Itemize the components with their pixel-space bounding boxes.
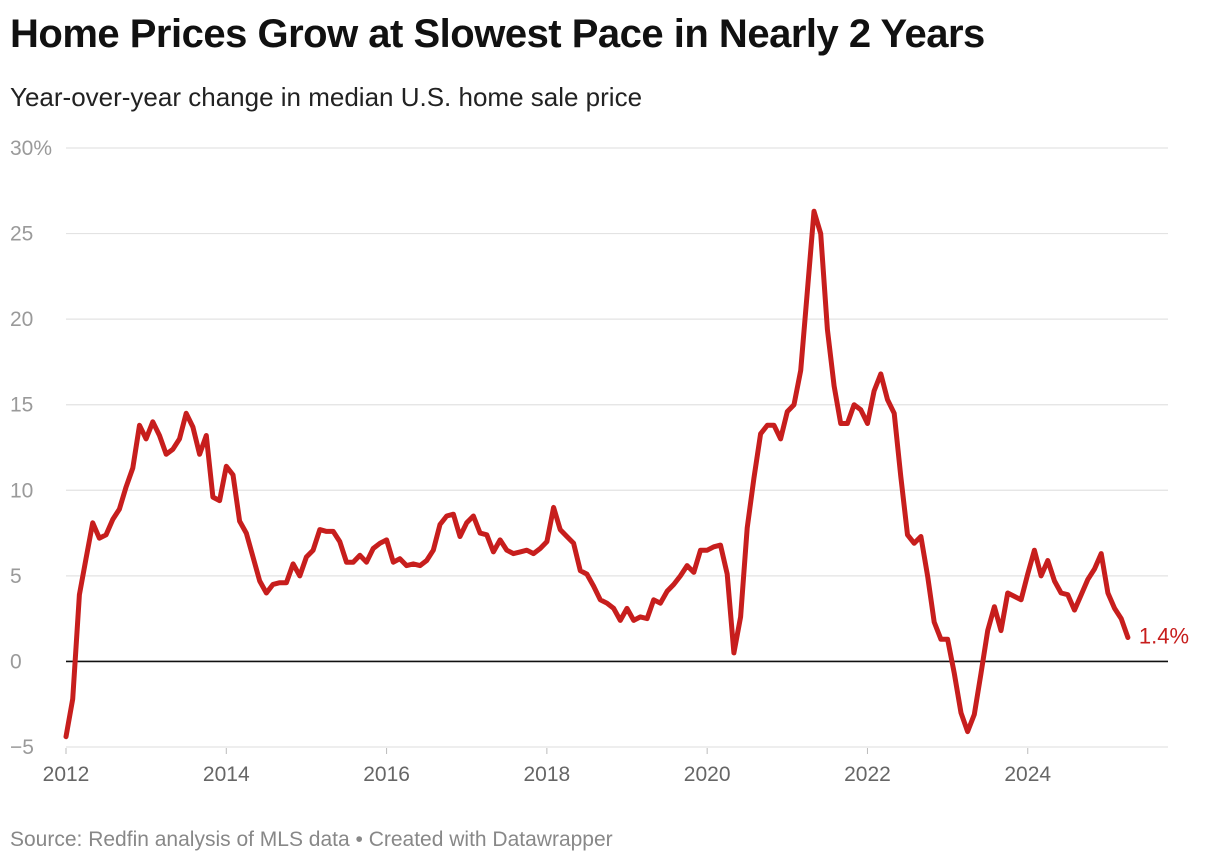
x-tick-label: 2024	[1004, 763, 1051, 786]
x-tick-label: 2020	[684, 763, 731, 786]
x-tick-label: 2014	[203, 763, 250, 786]
end-label-layer: 1.4%	[1139, 623, 1189, 648]
line-chart: −5 0 5 10 15 20 25 30% 2012 2014 2016 2018 2020 2022…	[10, 137, 1189, 786]
y-tick-label: 30%	[10, 137, 52, 160]
chart-subtitle: Year-over-year change in median U.S. hom…	[10, 82, 643, 112]
y-tick-label: −5	[10, 736, 34, 759]
y-tick-label: 15	[10, 394, 33, 417]
x-tick-label: 2012	[43, 763, 90, 786]
y-tick-label: 20	[10, 308, 33, 331]
y-tick-label: 5	[10, 565, 22, 588]
y-tick-label: 0	[10, 650, 22, 673]
x-tick-label: 2018	[524, 763, 571, 786]
end-value-label: 1.4%	[1139, 623, 1189, 648]
y-tick-label: 25	[10, 223, 33, 246]
y-axis-ticks: −5 0 5 10 15 20 25 30%	[10, 137, 52, 759]
series-line	[63, 208, 1131, 740]
gridlines	[66, 147, 1168, 748]
series-line-layer	[63, 208, 1131, 740]
source-note: Source: Redfin analysis of MLS data • Cr…	[10, 828, 613, 851]
y-tick-label: 10	[10, 479, 33, 502]
x-axis-ticks: 2012 2014 2016 2018 2020 2022 2024	[43, 748, 1051, 786]
x-tick-label: 2016	[363, 763, 410, 786]
x-tick-label: 2022	[844, 763, 891, 786]
chart-title: Home Prices Grow at Slowest Pace in Near…	[10, 12, 985, 56]
